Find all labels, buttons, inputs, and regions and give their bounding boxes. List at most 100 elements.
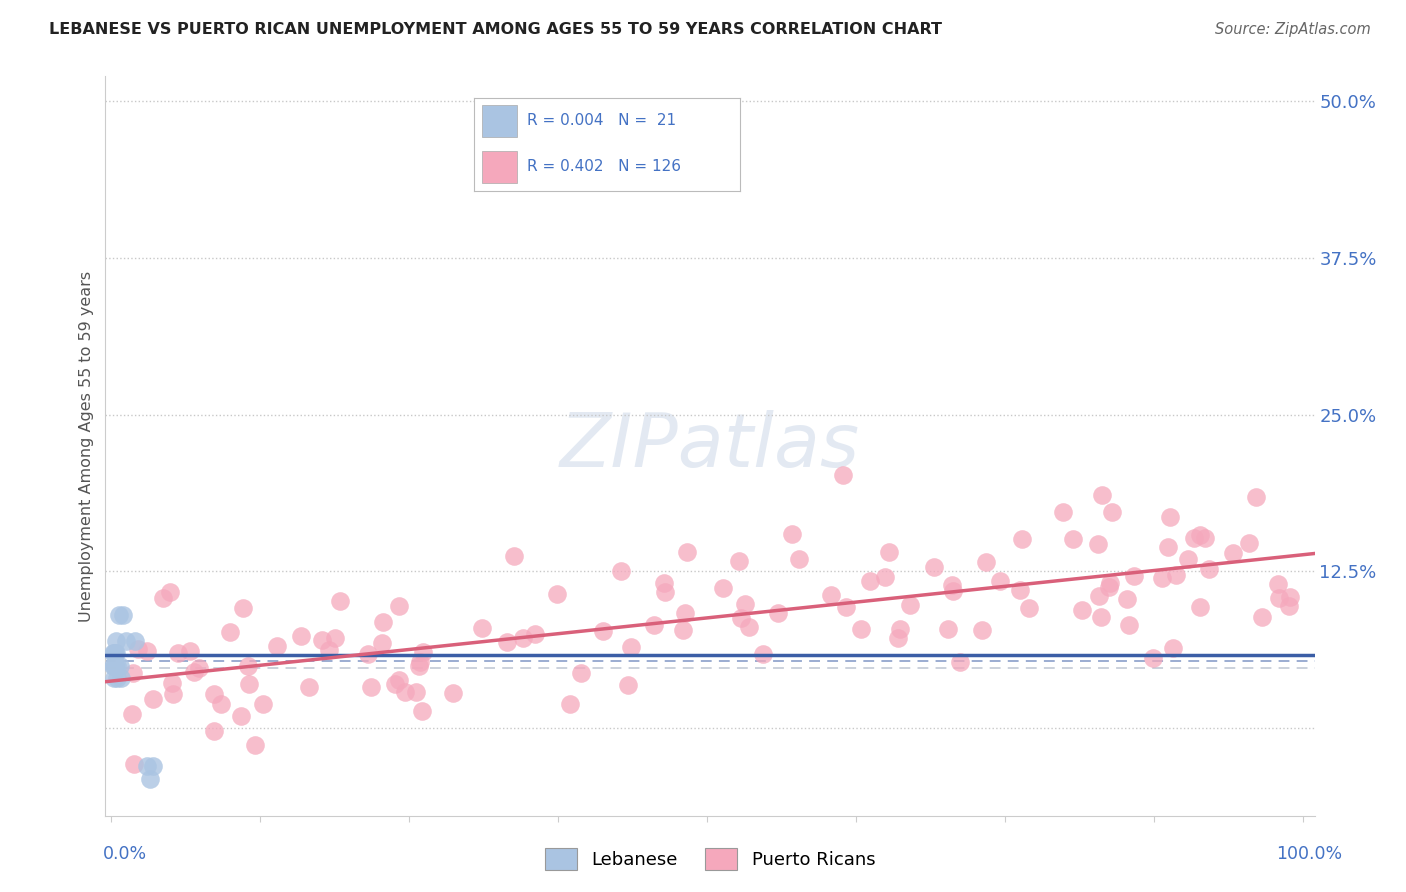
Point <box>752 647 775 661</box>
Point <box>849 622 872 636</box>
Point <box>898 599 921 613</box>
Point <box>162 687 184 701</box>
Point <box>121 707 143 722</box>
Point <box>105 671 128 685</box>
Point <box>252 697 274 711</box>
Point <box>219 624 242 639</box>
Point <box>887 631 910 645</box>
Point <box>101 646 124 660</box>
Point <box>1198 562 1220 576</box>
Point <box>166 647 188 661</box>
Point <box>384 676 406 690</box>
Point <box>711 581 734 595</box>
Point <box>371 615 394 629</box>
Point <box>1237 535 1260 549</box>
Point <box>187 661 209 675</box>
Point <box>1164 567 1187 582</box>
Text: LEBANESE VS PUERTO RICAN UNEMPLOYMENT AMONG AGES 55 TO 59 YEARS CORRELATION CHAR: LEBANESE VS PUERTO RICAN UNEMPLOYMENT AM… <box>49 22 942 37</box>
Point <box>730 611 752 625</box>
Point <box>1268 591 1291 605</box>
Point <box>496 634 519 648</box>
Point <box>318 643 340 657</box>
Point <box>1115 591 1137 606</box>
Point <box>112 608 135 623</box>
Point <box>569 665 592 680</box>
Point <box>1188 528 1211 542</box>
Point <box>104 658 127 673</box>
Point <box>124 756 146 771</box>
Point <box>124 633 146 648</box>
Point <box>673 606 696 620</box>
Point <box>104 646 127 660</box>
Point <box>160 676 183 690</box>
Point <box>512 632 534 646</box>
Point <box>643 617 665 632</box>
Point <box>610 564 633 578</box>
Point <box>243 738 266 752</box>
Point <box>675 545 697 559</box>
Point <box>875 570 897 584</box>
Point <box>502 549 524 564</box>
Point <box>738 620 761 634</box>
Text: ZIPatlas: ZIPatlas <box>560 410 860 482</box>
Point <box>236 659 259 673</box>
Text: Source: ZipAtlas.com: Source: ZipAtlas.com <box>1215 22 1371 37</box>
Point <box>620 640 643 654</box>
Point <box>110 671 132 685</box>
Point <box>142 759 165 773</box>
Point <box>101 658 124 673</box>
Point <box>990 574 1012 588</box>
Point <box>1052 505 1074 519</box>
Point <box>524 626 547 640</box>
Point <box>229 709 252 723</box>
Point <box>388 599 411 613</box>
Point <box>127 641 149 656</box>
Point <box>408 655 430 669</box>
Point <box>290 629 312 643</box>
Point <box>103 671 125 685</box>
Point <box>104 658 127 673</box>
Point <box>371 636 394 650</box>
Point <box>787 552 810 566</box>
Point <box>877 544 900 558</box>
Point <box>936 623 959 637</box>
Point <box>142 691 165 706</box>
Point <box>941 578 963 592</box>
Point <box>1071 603 1094 617</box>
Point <box>1142 651 1164 665</box>
Point <box>202 687 225 701</box>
Point <box>360 681 382 695</box>
Point <box>832 467 855 482</box>
Point <box>974 555 997 569</box>
Point <box>942 583 965 598</box>
Point <box>1118 618 1140 632</box>
Point <box>107 608 129 623</box>
Point <box>1157 540 1180 554</box>
Point <box>949 655 972 669</box>
Point <box>105 646 128 660</box>
Point <box>1099 576 1122 591</box>
Point <box>859 574 882 589</box>
Point <box>138 772 160 786</box>
Point <box>1018 600 1040 615</box>
Point <box>1087 590 1109 604</box>
Point <box>202 724 225 739</box>
Point <box>441 686 464 700</box>
Point <box>780 527 803 541</box>
Point <box>1090 610 1112 624</box>
Point <box>412 645 434 659</box>
Point <box>1277 599 1299 613</box>
Point <box>232 601 254 615</box>
Point <box>672 623 695 637</box>
Legend: Lebanese, Puerto Ricans: Lebanese, Puerto Ricans <box>537 841 883 878</box>
Point <box>1194 531 1216 545</box>
Point <box>1278 591 1301 605</box>
Point <box>1222 546 1244 560</box>
Point <box>394 685 416 699</box>
Point <box>238 677 260 691</box>
Point <box>1250 610 1272 624</box>
Point <box>654 585 676 599</box>
Point <box>889 623 911 637</box>
Point <box>1244 490 1267 504</box>
Point <box>592 624 614 639</box>
